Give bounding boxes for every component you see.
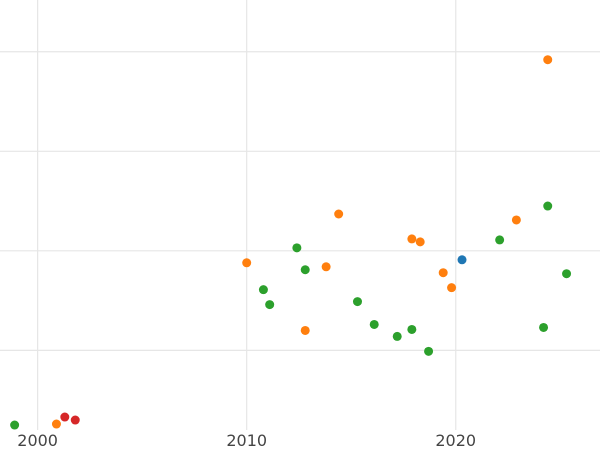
data-point xyxy=(543,55,553,65)
x-tick-label: 2020 xyxy=(435,431,476,450)
data-point xyxy=(321,262,331,272)
data-point xyxy=(447,283,457,293)
data-point xyxy=(495,235,505,245)
data-point xyxy=(562,269,572,279)
x-tick-label: 2000 xyxy=(17,431,58,450)
data-point xyxy=(407,234,417,244)
data-point xyxy=(10,420,20,430)
data-point xyxy=(369,319,379,329)
data-point xyxy=(51,419,61,429)
data-point xyxy=(539,322,549,332)
data-point xyxy=(457,255,467,265)
data-point xyxy=(292,243,302,253)
data-point xyxy=(334,209,344,219)
data-point xyxy=(415,237,425,247)
data-point xyxy=(258,285,268,295)
data-point xyxy=(352,297,362,307)
x-axis-tick-labels: 2000 2010 2020 xyxy=(17,431,476,450)
data-points xyxy=(10,55,572,430)
data-point xyxy=(70,415,80,425)
data-point xyxy=(242,258,252,268)
x-tick-label: 2010 xyxy=(226,431,267,450)
data-point xyxy=(543,201,553,211)
data-point xyxy=(392,331,402,341)
data-point xyxy=(265,300,275,310)
data-point xyxy=(300,325,310,335)
data-point xyxy=(511,215,521,225)
data-point xyxy=(424,346,434,356)
data-point xyxy=(60,412,70,422)
data-point xyxy=(300,265,310,275)
data-point xyxy=(438,268,448,278)
data-point xyxy=(407,324,417,334)
grid-lines xyxy=(0,0,600,430)
